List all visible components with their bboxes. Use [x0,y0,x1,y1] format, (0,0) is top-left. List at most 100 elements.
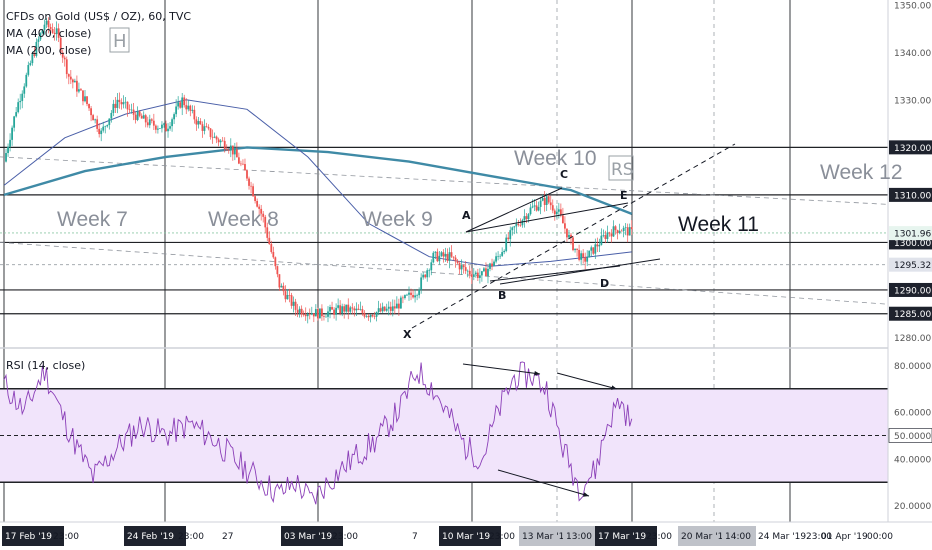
candle [472,268,475,281]
right-shoulder-marker-label: RS [611,160,634,180]
candle [600,228,603,246]
candle [308,308,311,320]
head-marker-box [109,27,130,53]
candle [181,93,184,116]
candle [489,262,491,272]
candle [76,75,78,97]
candle [165,120,167,132]
pattern-point-label: E [620,189,628,202]
candle [86,95,88,107]
candle [319,308,321,319]
candle [418,287,421,299]
candle [513,225,516,235]
candle [359,301,362,311]
candle [238,152,240,165]
candle [31,51,34,66]
time-axis-tick: 20 Mar '19 [681,532,729,542]
time-axis-tick: 17 Feb '19 [5,532,52,542]
ma-200-legend: MA (200, close) [6,44,91,57]
candle [310,306,313,316]
candle [92,113,94,121]
week-label: Week 9 [362,208,433,231]
candle [227,147,230,154]
candle [264,214,267,234]
candle [173,112,175,125]
candle [152,113,155,130]
candle [590,245,593,257]
candle [144,113,147,128]
time-axis-tick: 01 Apr '19 [821,532,868,542]
candle [468,265,471,279]
candle [434,251,437,260]
ma-400-legend: MA (400, close) [6,27,91,40]
candle [219,139,222,147]
candle [329,304,331,319]
candle [120,98,123,110]
candle [29,60,32,67]
candle [252,183,254,197]
candle [521,218,524,228]
candle [331,301,333,310]
candle [138,110,141,118]
pattern-point-label: D [600,277,609,290]
candle [387,301,390,316]
candle [537,201,540,212]
candle [266,222,269,242]
candle [545,193,548,211]
candle [551,199,554,214]
candle [134,111,137,124]
candle [416,293,418,301]
candle [458,260,461,275]
candle [63,55,66,67]
candle [250,181,252,194]
rsi-axis-tick: 80.0000 [894,362,931,372]
candle [49,23,52,32]
candle [357,304,360,311]
candle [602,229,605,238]
time-axis-tick: 23:00 [646,532,672,542]
rsi-axis-tick: 40.0000 [894,455,931,465]
candle [294,298,297,316]
candle [61,49,64,63]
candle [136,106,139,122]
candle [235,142,238,158]
time-axis-tick: 23:00 [806,532,832,542]
candle [446,248,449,263]
pattern-line [465,187,563,233]
candle [9,133,11,152]
candle [126,101,129,117]
time-axis-tick: 03 Mar '19 [284,532,332,542]
candle [5,148,7,163]
candle [440,251,443,258]
candle [240,160,242,167]
candle [270,240,273,254]
candle [154,124,157,134]
candle [395,296,398,309]
pattern-line [489,265,621,282]
candle [349,305,352,315]
candle [21,90,24,109]
rsi-divergence-arrow [462,363,541,375]
candle [65,56,68,79]
candle [523,209,526,228]
time-label-box [124,526,186,546]
rsi-axis-tick: 60.0000 [894,409,931,419]
rsi-pane[interactable] [0,361,888,505]
candle [549,195,552,210]
candle [201,121,204,138]
candle [254,195,256,204]
candle [487,266,489,284]
candle [284,285,287,303]
candle [193,105,196,124]
candle [414,289,416,303]
candle [302,310,305,317]
rsi-divergence-arrow-head [534,370,540,376]
candle [606,225,609,243]
week-label: Week 7 [57,208,128,231]
price-marker-box [889,226,932,241]
candle [541,194,544,202]
candle [568,230,570,239]
candle [584,252,587,270]
candle [187,100,190,112]
